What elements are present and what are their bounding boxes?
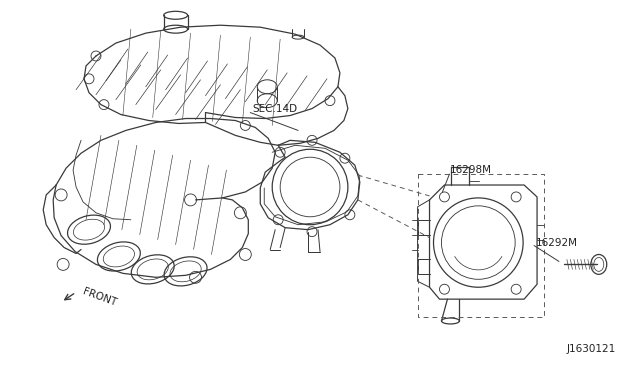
Text: 16298M: 16298M — [449, 165, 492, 175]
Text: SEC.14D: SEC.14D — [252, 103, 298, 113]
Text: 16292M: 16292M — [536, 238, 578, 248]
Text: J1630121: J1630121 — [567, 344, 616, 354]
Text: FRONT: FRONT — [81, 286, 118, 308]
